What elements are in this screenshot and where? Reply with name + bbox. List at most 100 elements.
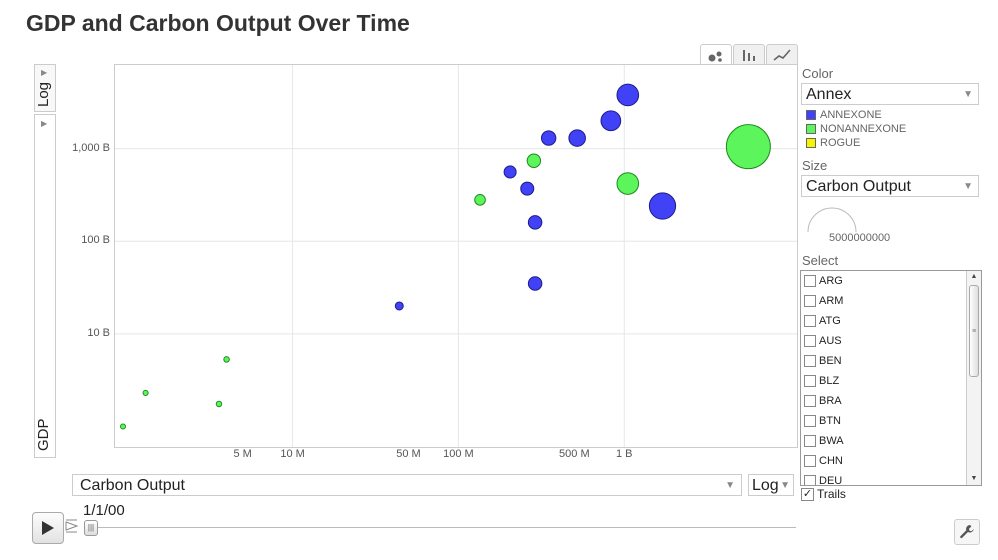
scroll-up-arrow-icon[interactable]: ▲ [970, 273, 978, 280]
bubble-annexone[interactable] [527, 276, 543, 291]
checkbox[interactable] [804, 275, 816, 287]
y-axis-variable-selector[interactable]: ▶ GDP [34, 114, 56, 458]
list-item-label: ARG [819, 275, 843, 287]
checkbox[interactable] [804, 415, 816, 427]
bubble-nonannexone[interactable] [142, 389, 149, 397]
list-item[interactable]: BLZ [804, 371, 839, 391]
size-scale-value: 5000000000 [829, 232, 891, 244]
bubble-annexone[interactable] [503, 165, 517, 179]
legend-item[interactable]: ANNEXONE [806, 108, 906, 122]
size-panel-label: Size [802, 158, 828, 173]
legend-swatch [806, 124, 816, 134]
legend-item[interactable]: ROGUE [806, 136, 906, 150]
checkbox[interactable] [804, 315, 816, 327]
list-item[interactable]: BEN [804, 351, 842, 371]
legend-item[interactable]: NONANNEXONE [806, 122, 906, 136]
checkbox[interactable] [804, 455, 816, 467]
checkbox[interactable] [804, 375, 816, 387]
list-item-label: BWA [819, 435, 844, 447]
list-item-label: AUS [819, 335, 842, 347]
entity-select-list[interactable]: ARG ARM ATG AUS BEN BLZ BRA BTN BWA CHN … [800, 270, 982, 486]
checkbox[interactable] [804, 395, 816, 407]
legend-swatch [806, 110, 816, 120]
bubble-nonannexone[interactable] [474, 194, 486, 206]
list-item[interactable]: ARM [804, 291, 843, 311]
dropdown-arrow-icon: ▼ [780, 480, 790, 491]
list-item-label: CHN [819, 455, 843, 467]
list-item[interactable]: AUS [804, 331, 842, 351]
tab-line-chart[interactable] [766, 44, 798, 65]
x-tick-label: 5 M [233, 448, 252, 460]
list-item-label: BRA [819, 395, 842, 407]
chart-plot-area [114, 64, 798, 448]
list-item[interactable]: BRA [804, 391, 842, 411]
legend-label: ANNEXONE [820, 109, 882, 121]
expand-arrow-icon: ▶ [41, 119, 48, 128]
line-chart-icon [773, 49, 791, 61]
bubble-nonannexone[interactable] [223, 356, 230, 363]
bubble-nonannexone[interactable] [725, 124, 771, 170]
y-tick-label: 10 B [87, 326, 110, 339]
bubble-chart-icon [708, 51, 722, 62]
bubble-nonannexone[interactable] [120, 423, 127, 430]
bubble-annexone[interactable] [540, 130, 557, 146]
bubble-annexone[interactable] [600, 110, 622, 132]
tab-bubble-chart[interactable] [700, 44, 732, 66]
list-item-label: ATG [819, 315, 841, 327]
color-legend: ANNEXONE NONANNEXONE ROGUE [806, 108, 906, 150]
list-item[interactable]: ARG [804, 271, 843, 291]
y-tick-label: 100 B [81, 234, 110, 247]
play-button[interactable] [32, 512, 64, 544]
dropdown-arrow-icon: ▼ [963, 181, 973, 192]
scroll-down-arrow-icon[interactable]: ▼ [970, 475, 978, 482]
list-item[interactable]: DEU [804, 471, 843, 486]
list-item-label: BEN [819, 355, 842, 367]
bubble-annexone[interactable] [568, 129, 586, 147]
x-axis-variable-selector[interactable]: Carbon Output ▼ [72, 474, 742, 496]
list-item-label: DEU [819, 475, 843, 486]
list-item[interactable]: BWA [804, 431, 844, 451]
size-variable-value: Carbon Output [806, 178, 911, 195]
list-item-label: BTN [819, 415, 841, 427]
trails-checkbox[interactable]: ✓ [801, 487, 814, 501]
legend-swatch [806, 138, 816, 148]
list-item[interactable]: ATG [804, 311, 841, 331]
timeline-track[interactable] [84, 527, 796, 528]
y-axis-scale-label: Log [35, 81, 52, 107]
list-item[interactable]: BTN [804, 411, 841, 431]
bubble-annexone[interactable] [527, 215, 543, 230]
checkbox[interactable] [804, 355, 816, 367]
x-tick-label: 10 M [280, 448, 305, 460]
checkbox[interactable] [804, 335, 816, 347]
bubble-annexone[interactable] [394, 301, 404, 311]
bubble-annexone[interactable] [520, 181, 535, 196]
timeline-slider-handle[interactable]: ||| [84, 520, 98, 536]
size-variable-select[interactable]: Carbon Output ▼ [801, 175, 979, 197]
dropdown-arrow-icon: ▼ [963, 89, 973, 100]
chart-type-tabs [700, 44, 799, 66]
x-tick-label: 100 M [443, 448, 474, 460]
list-item[interactable]: CHN [804, 451, 843, 471]
bubble-nonannexone[interactable] [526, 153, 542, 168]
trails-toggle[interactable]: ✓ Trails [801, 487, 846, 501]
scrollbar-thumb[interactable]: ≡ [969, 285, 979, 377]
bubble-nonannexone[interactable] [616, 172, 640, 195]
bar-chart-icon [743, 50, 755, 61]
checkbox[interactable] [804, 295, 816, 307]
legend-label: ROGUE [820, 137, 861, 149]
bubble-annexone[interactable] [616, 83, 640, 107]
checkbox[interactable] [804, 435, 816, 447]
y-axis-scale-selector[interactable]: ▶ Log [34, 64, 56, 112]
x-axis-scale-selector[interactable]: Log ▼ [748, 474, 794, 496]
y-tick-label: 1,000 B [72, 141, 110, 154]
bubble-annexone[interactable] [648, 192, 677, 220]
checkbox[interactable] [804, 475, 816, 485]
bubble-nonannexone[interactable] [215, 400, 223, 408]
color-variable-select[interactable]: Annex ▼ [801, 83, 979, 105]
list-item-label: ARM [819, 295, 844, 307]
list-scrollbar[interactable]: ▲ ≡ ▼ [966, 271, 981, 485]
tab-bar-chart[interactable] [733, 44, 765, 65]
settings-wrench-button[interactable] [954, 519, 980, 545]
size-scale-arc-icon [807, 207, 857, 233]
speed-control-icon[interactable] [65, 518, 79, 534]
